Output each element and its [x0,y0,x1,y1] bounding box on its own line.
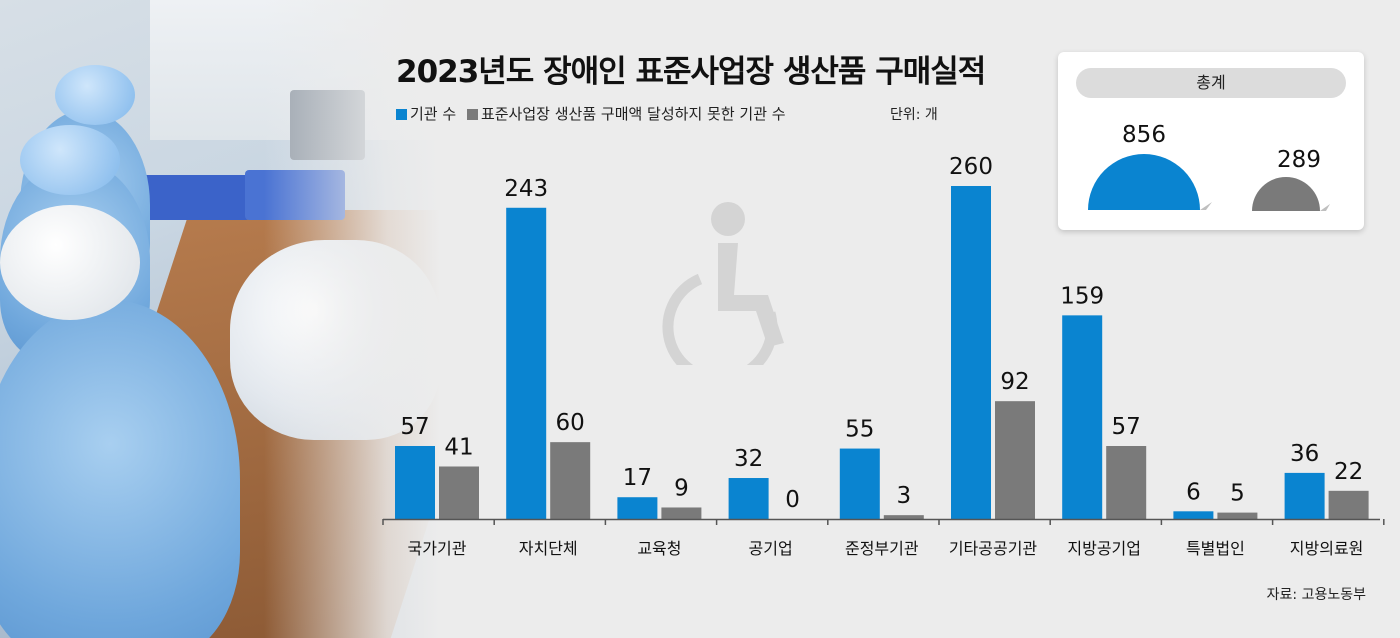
data-label: 3 [896,483,911,509]
data-label: 57 [400,414,429,440]
bar [1062,315,1103,519]
total-not-achieved-dome [1252,177,1330,211]
bar [550,442,591,519]
wheelchair-icon [662,202,784,365]
legend-swatch [466,109,478,120]
legend-item-institutions: 기관 수 [396,105,456,123]
bar [395,445,435,519]
background-photo [0,0,440,638]
total-institutions-value: 856 [1122,122,1166,148]
data-label: 6 [1186,479,1201,505]
bar [506,207,547,519]
bar [1217,512,1258,519]
bar [1106,445,1147,519]
data-label: 36 [1290,441,1319,467]
bar [661,507,702,519]
photo-fade [0,0,440,638]
bar [617,497,658,519]
bar [1284,472,1325,519]
category-label: 지방공기업 [1067,539,1141,558]
category-label: 준정부기관 [845,539,919,558]
data-label: 57 [1112,414,1141,440]
data-label: 243 [504,176,548,202]
legend-label: 표준사업장 생산품 구매액 달성하지 못한 기관 수 [480,105,786,123]
bar [439,466,479,519]
category-label: 교육청 [637,539,681,558]
category-label: 지방의료원 [1290,539,1364,558]
legend-swatch [396,109,407,120]
data-label: 92 [1000,369,1029,395]
bar [1173,511,1214,519]
chart-title: 2023년도 장애인 표준사업장 생산품 구매실적 [396,54,986,90]
data-label: 55 [845,417,874,443]
category-label: 공기업 [749,539,793,558]
unit-label: 단위: 개 [890,107,938,123]
bar [995,401,1035,519]
total-header: 총계 [1076,68,1346,98]
bar [1328,490,1369,519]
data-label: 32 [734,446,763,472]
legend-label: 기관 수 [410,105,457,123]
bar [883,515,924,519]
source-note: 자료: 고용노동부 [1266,587,1366,603]
data-label: 5 [1230,481,1245,507]
legend-item-not-achieved: 표준사업장 생산품 구매액 달성하지 못한 기관 수 [466,105,786,123]
category-label: 기타공공기관 [949,539,1038,558]
total-institutions-dome [1088,154,1212,210]
total-panel: 총계 856 289 [1058,52,1364,230]
data-label: 60 [556,410,585,436]
category-label: 국가기관 [408,539,467,558]
data-label: 0 [785,487,800,513]
bar [728,478,769,519]
bar [951,186,991,519]
data-label: 9 [674,475,689,501]
bar [839,448,880,519]
data-label: 159 [1060,283,1104,309]
data-label: 22 [1334,459,1363,485]
data-label: 41 [444,434,473,460]
chart-legend: 기관 수 표준사업장 생산품 구매액 달성하지 못한 기관 수 [396,103,792,124]
total-not-achieved-value: 289 [1277,147,1321,173]
data-label: 17 [623,465,652,491]
category-label: 특별법인 [1186,539,1245,558]
category-label: 자치단체 [519,539,578,558]
data-label: 260 [949,154,993,180]
